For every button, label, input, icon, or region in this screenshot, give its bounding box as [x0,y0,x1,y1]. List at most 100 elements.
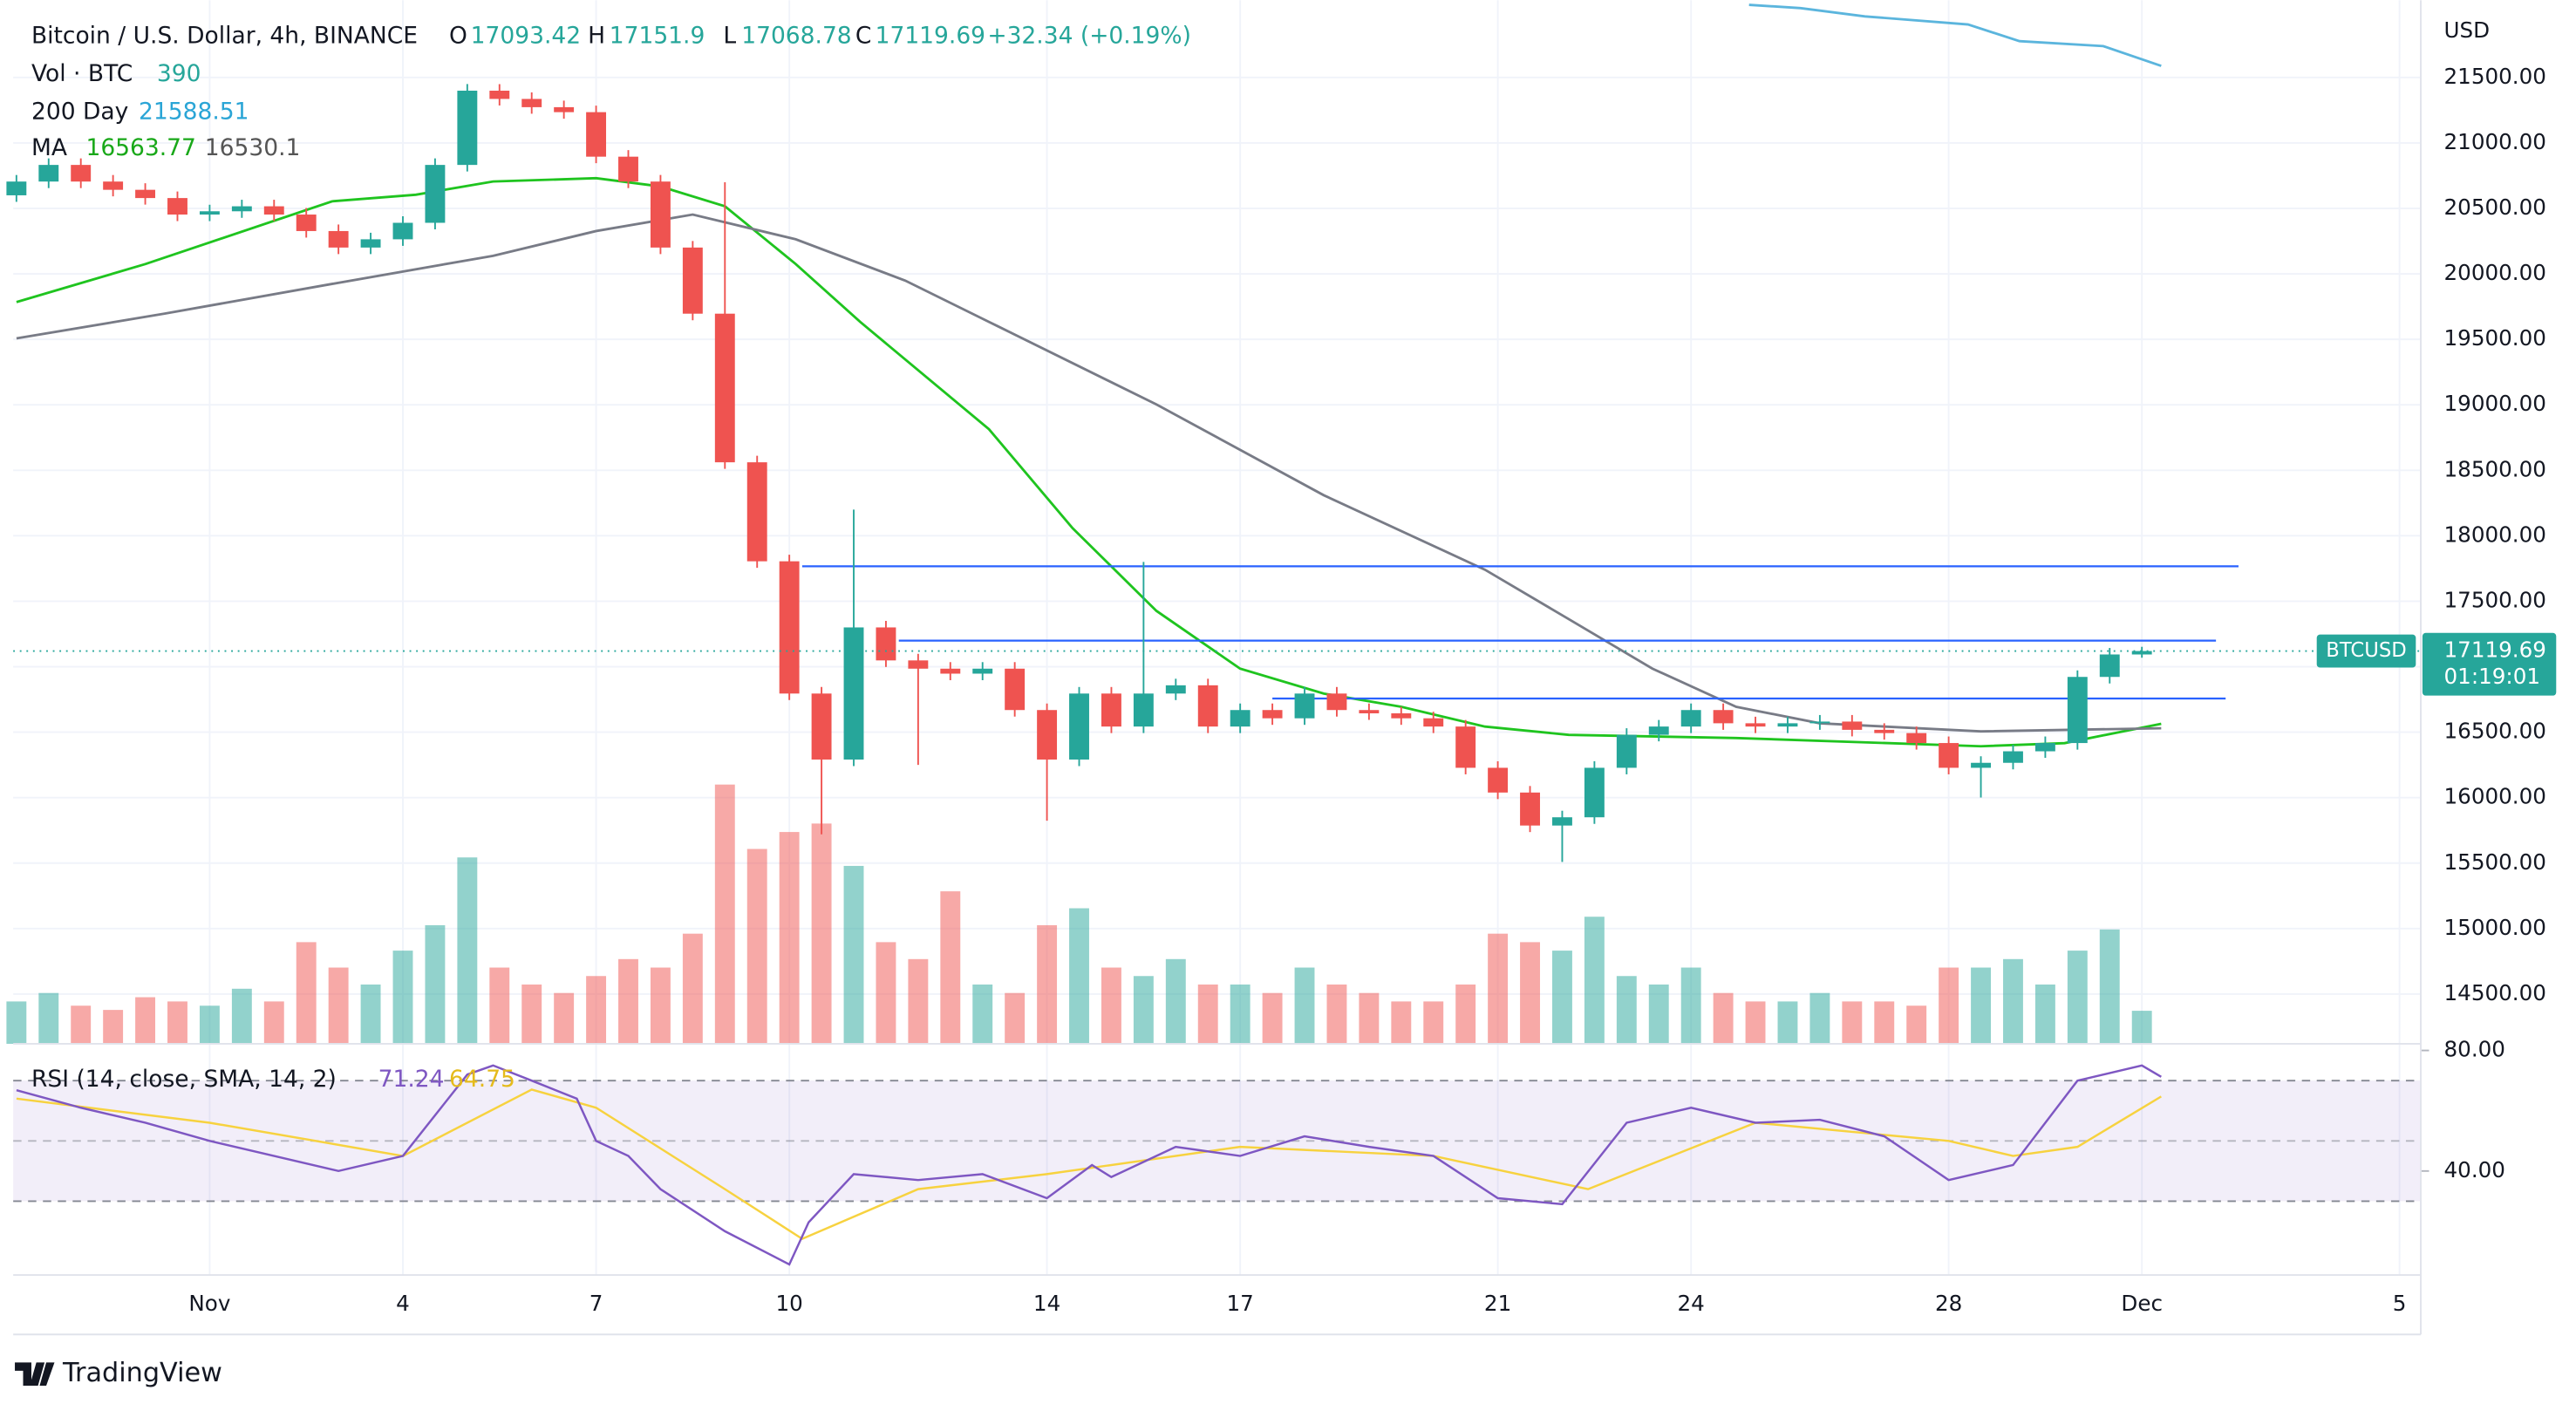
candle-body [1809,721,1830,724]
ohlc-letter: L [723,22,736,49]
volume-bar [1294,967,1315,1044]
x-tick-label: 28 [1935,1291,1962,1316]
brand: TradingView [62,1358,222,1388]
x-tick-label: Dec [2121,1291,2163,1316]
y-tick-label: 14500.00 [2444,980,2546,1005]
candle-body [908,660,929,669]
volume-bar [296,942,317,1044]
candle-body [746,462,767,562]
rsi-ma-value: 64.75 [449,1066,515,1093]
volume-label: Vol · BTC [31,60,133,87]
volume-bar [425,924,446,1044]
volume-bar [328,967,349,1044]
candle-body [167,198,187,215]
volume-bar [1777,1001,1798,1044]
volume-bar [1455,984,1476,1044]
volume-bar [1680,967,1701,1044]
candle-body [489,90,510,99]
candle-body [1165,685,1186,694]
y-tick-label: 20000.00 [2444,260,2546,285]
open-value: 17093.42 [471,22,581,49]
candle-body [1713,710,1734,724]
x-tick-label: 5 [2393,1291,2407,1316]
volume-bar [940,891,961,1044]
volume-bar [1326,984,1347,1044]
y-tick-label: 18000.00 [2444,521,2546,547]
volume-bar [2003,958,2023,1044]
candle-body [1874,729,1895,733]
candle-body [1069,693,1089,760]
y-tick-label: 40.00 [2444,1157,2505,1182]
volume-bar [231,988,252,1044]
volume-bar [554,992,575,1044]
x-tick-label: 14 [1033,1291,1060,1316]
candle-body [1971,762,1991,768]
volume-bar [1069,908,1089,1044]
candle-body [586,112,607,157]
candle-body [6,181,27,195]
volume-bar [714,784,735,1044]
candle-body [1455,726,1476,768]
volume-bar [392,951,413,1044]
candle-body [1584,767,1605,818]
volume-bar [1488,933,1509,1044]
candle-body [2067,677,2088,744]
candle-body [1101,693,1121,727]
rsi-ma-line [16,1088,2162,1240]
volume-bar [2131,1011,2152,1044]
volume-bar [457,857,478,1044]
candle-body [360,239,381,248]
candle-body [71,165,92,182]
y-tick-label: 18500.00 [2444,456,2546,481]
candle-body [1520,792,1540,826]
volume-bar [521,984,542,1044]
volume-bar [972,984,993,1044]
ma-line [1748,3,2162,67]
volume-bar [618,958,638,1044]
candle-body [1423,718,1444,727]
y-tick-label: 21500.00 [2444,64,2546,89]
candle-body [972,668,993,674]
volume-bar [1262,992,1283,1044]
y-tick-label: 21000.00 [2444,129,2546,154]
candle-body [1648,726,1669,735]
volume-bar [2099,929,2120,1044]
volume-bar [38,992,59,1044]
ma-label: 200 Day [31,98,128,125]
volume-bar [1713,992,1734,1044]
candle-body [811,693,832,760]
volume-bar [1391,1001,1412,1044]
volume-bar [1423,1001,1444,1044]
candle-body [1488,767,1509,793]
volume-bar [876,942,896,1044]
ohlc-letter: C [855,22,872,49]
volume-bar [1906,1005,1927,1044]
candle-body [1552,817,1572,826]
volume-bar [843,865,864,1044]
ma-value: 21588.51 [139,98,249,125]
volume-value: 390 [157,60,201,87]
volume-bar [489,967,510,1044]
y-tick-label: 15500.00 [2444,849,2546,875]
candle-body [1133,693,1154,727]
candle-body [1037,710,1058,760]
volume-bar [682,933,703,1044]
volume-bar [1745,1001,1766,1044]
volume-bar [360,984,381,1044]
candle-body [38,165,59,182]
candle-body [1005,668,1026,711]
candle-body [1680,710,1701,727]
volume-bar [650,967,671,1044]
ohlc-letter: H [588,22,605,49]
volume-bar [1005,992,1026,1044]
candle-body [1262,710,1283,719]
chart-title: Bitcoin / U.S. Dollar, 4h, BINANCE [31,22,418,49]
ma-line [16,213,2162,733]
candle-body [1359,710,1380,713]
volume-bar [2034,984,2055,1044]
volume-bar [1552,951,1572,1044]
volume-bar [1809,992,1830,1044]
